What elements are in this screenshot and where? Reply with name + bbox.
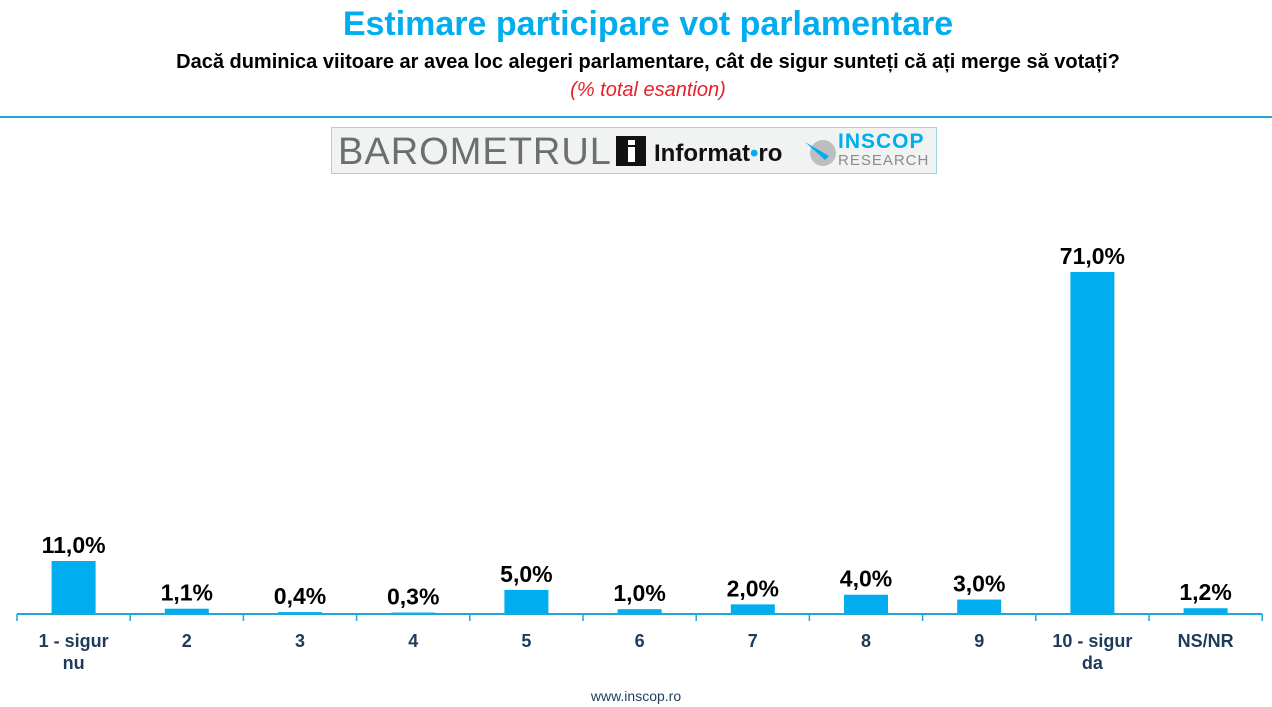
bar [844, 594, 888, 614]
data-label: 1,0% [613, 580, 665, 606]
category-label-line: da [1082, 653, 1104, 673]
category-label-line: 1 - sigur [39, 631, 109, 651]
category-label: 4 [408, 631, 418, 651]
data-label: 2,0% [727, 575, 779, 601]
category-label: 7 [748, 631, 758, 651]
data-label: 5,0% [500, 561, 552, 587]
category-label-line: NS/NR [1178, 631, 1234, 651]
category-label-line: 4 [408, 631, 418, 651]
sample-note: (% total esantion) [570, 79, 726, 101]
barometrul-wordmark: BAROMETRUL [338, 131, 612, 173]
category-label: 9 [974, 631, 984, 651]
bar [957, 599, 1002, 614]
data-label: 0,3% [387, 584, 439, 610]
category-label: 3 [295, 631, 305, 651]
bar [617, 609, 662, 614]
category-label-line: 8 [861, 631, 871, 651]
data-label: 11,0% [42, 532, 106, 558]
inscop-wordmark: INSCOP [838, 130, 925, 153]
data-label: 0,4% [274, 583, 326, 609]
category-label: NS/NR [1178, 631, 1234, 651]
category-label: 10 - sigur da [1052, 631, 1132, 673]
category-label-line: 2 [182, 631, 192, 651]
category-label-line: 6 [635, 631, 645, 651]
header-divider [0, 116, 1272, 118]
data-label: 3,0% [953, 571, 1005, 597]
category-label: 5 [521, 631, 531, 651]
inscop-swirl-icon [805, 140, 836, 166]
bar [1070, 272, 1115, 614]
category-label: 2 [182, 631, 192, 651]
data-label: 71,0% [1060, 243, 1125, 269]
bar [164, 608, 209, 614]
informat-wordmark: Informat•ro [654, 140, 783, 167]
bar [1183, 608, 1228, 614]
bar [730, 604, 775, 614]
category-label-line: 5 [521, 631, 531, 651]
category-label-line: 9 [974, 631, 984, 651]
bar [504, 589, 549, 614]
data-label: 1,2% [1179, 579, 1231, 605]
category-label-line: 3 [295, 631, 305, 651]
bar [51, 561, 96, 614]
category-label: 1 - sigur nu [39, 631, 109, 673]
barometer-logo-banner: BAROMETRUL Informat•ro INSCOP RESEARCH [331, 127, 937, 174]
chart-title: Estimare participare vot parlamentare [342, 5, 954, 43]
category-label-line: 10 - sigur [1052, 631, 1132, 651]
data-label: 1,1% [161, 580, 213, 606]
informat-i-icon [616, 136, 646, 166]
category-label: 8 [861, 631, 871, 651]
category-label: 6 [635, 631, 645, 651]
footer-url[interactable]: www.inscop.ro [590, 688, 682, 704]
data-label: 4,0% [840, 566, 892, 592]
chart-subtitle: Dacă duminica viitoare ar avea loc alege… [176, 51, 1120, 73]
research-wordmark: RESEARCH [838, 152, 930, 169]
category-label-line: 7 [748, 631, 758, 651]
category-label-line: nu [63, 653, 85, 673]
